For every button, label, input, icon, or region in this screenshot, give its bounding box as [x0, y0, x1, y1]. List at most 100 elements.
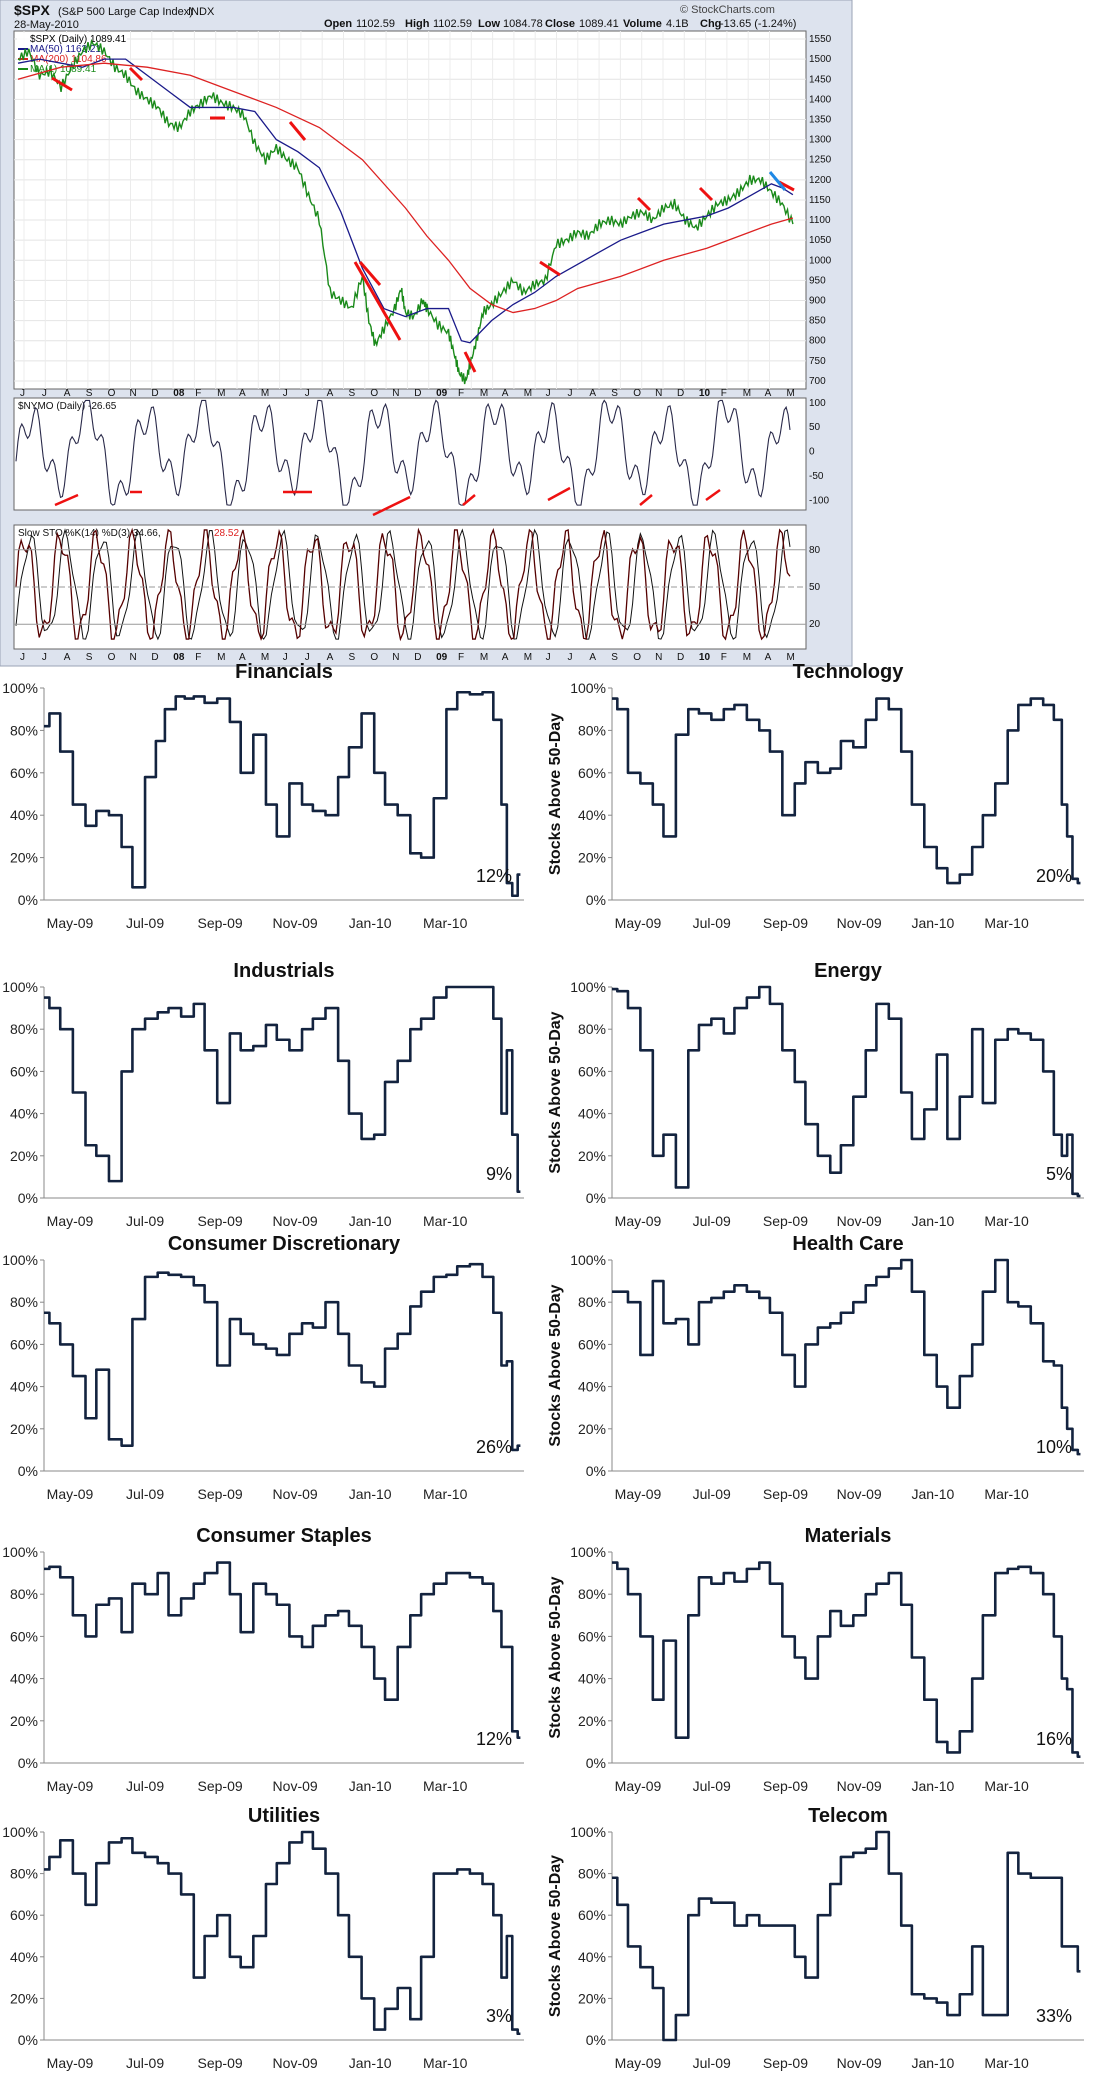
sector-y-tick-label: 60%: [578, 1907, 606, 1923]
sector-y-tick-label: 60%: [578, 1628, 606, 1644]
stockcharts-watermark: © StockCharts.com: [680, 4, 775, 16]
sector-x-tick-label: Jan-10: [911, 915, 954, 931]
sector-x-tick-label: Sep-09: [198, 2055, 243, 2071]
price-tick-label: 800: [809, 336, 826, 347]
sector-y-tick-label: 80%: [578, 1866, 606, 1882]
sector-y-tick-label: 60%: [10, 765, 38, 781]
sector-y-tick-label: 40%: [10, 1949, 38, 1965]
time-axis-label: F: [195, 388, 201, 399]
sector-y-tick-label: 20%: [578, 1421, 606, 1437]
sector-x-tick-label: Jan-10: [349, 1213, 392, 1229]
sector-x-tick-label: Nov-09: [837, 2055, 882, 2071]
time-axis-label: 09: [436, 388, 448, 399]
time-axis-label: A: [327, 652, 334, 663]
sector-y-tick-label: 20%: [10, 1713, 38, 1729]
sector-x-tick-label: Nov-09: [837, 1486, 882, 1502]
time-axis-label: N: [655, 652, 662, 663]
sector-x-tick-label: Mar-10: [984, 1486, 1029, 1502]
price-annotation-slash: [636, 196, 652, 212]
time-axis-label: J: [283, 388, 288, 399]
sector-x-tick-label: Sep-09: [763, 1213, 808, 1229]
sector-x-tick-label: Jan-10: [349, 1486, 392, 1502]
time-axis-label: M: [480, 652, 488, 663]
sector-title: Utilities: [248, 1805, 320, 1827]
time-axis-label: M: [524, 652, 532, 663]
price-tick-label: 950: [809, 275, 826, 286]
sector-x-tick-label: Mar-10: [984, 1213, 1029, 1229]
time-axis-label: O: [633, 388, 641, 399]
time-axis-label: J: [42, 388, 47, 399]
sector-y-tick-label: 60%: [578, 1063, 606, 1079]
price-tick-label: 1500: [809, 54, 832, 65]
time-axis-label: O: [370, 652, 378, 663]
sector-x-tick-label: Nov-09: [273, 2055, 318, 2071]
sector-x-tick-label: Jul-09: [693, 2055, 731, 2071]
sector-x-tick-label: Jan-10: [349, 1778, 392, 1794]
sector-y-tick-label: 20%: [10, 1421, 38, 1437]
sector-panel-financials: Financials 0% 20% 40% 60% 80% 100% May-09 Jul-09…: [2, 661, 524, 931]
time-axis-label: M: [743, 388, 751, 399]
sector-y-tick-label: 0%: [586, 2032, 606, 2048]
price-annotation-slash: [358, 261, 382, 286]
time-axis-label: S: [86, 388, 93, 399]
time-axis-label: O: [108, 652, 116, 663]
time-axis-label: 08: [173, 652, 185, 663]
sector-x-tick-label: Jan-10: [911, 1778, 954, 1794]
sector-panel-health-care: Health Care 0% 20% 40% 60% 80% 100% May-09 Jul-0…: [547, 1233, 1084, 1502]
time-axis-label: J: [20, 388, 25, 399]
time-axis-label: J: [283, 652, 288, 663]
price-tick-label: 1100: [809, 215, 831, 226]
sector-title: Technology: [793, 661, 905, 683]
time-axis-label: 08: [173, 388, 185, 399]
volume-label: Volume: [623, 18, 662, 30]
time-axis-label: J: [568, 388, 573, 399]
time-axis-label: F: [721, 652, 727, 663]
sector-panel-energy: Energy 0% 20% 40% 60% 80% 100% May-09 Jul-09 Sep-…: [547, 960, 1084, 1229]
time-axis-label: S: [349, 388, 356, 399]
sector-x-tick-label: May-09: [47, 915, 94, 931]
sto-label: Slow STO %K(14) %D(3) 34.66,: [18, 528, 161, 539]
sector-annotation: 12%: [476, 1729, 512, 1749]
sector-y-tick-label: 100%: [2, 1544, 38, 1560]
sector-x-tick-label: Jul-09: [126, 1778, 164, 1794]
price-panel: [13, 30, 807, 390]
sector-x-tick-label: Jul-09: [126, 1213, 164, 1229]
time-axis-label: S: [86, 652, 93, 663]
nymo-annotation-slash: [372, 495, 411, 517]
nymo-tick-label: -100: [809, 495, 829, 506]
sector-title: Financials: [235, 661, 333, 683]
sector-y-tick-label: 0%: [18, 1190, 38, 1206]
sector-x-tick-label: Jan-10: [911, 2055, 954, 2071]
price-annotation-blue: [768, 171, 787, 191]
sector-x-tick-label: Jul-09: [126, 1486, 164, 1502]
sector-x-tick-label: Jan-10: [911, 1486, 954, 1502]
sector-panel-telecom: Telecom 0% 20% 40% 60% 80% 100% May-09 Jul-09 Sep…: [547, 1805, 1084, 2071]
sector-panel-materials: Materials 0% 20% 40% 60% 80% 100% May-09 Jul-09 S…: [547, 1525, 1084, 1794]
sector-y-tick-label: 100%: [570, 1824, 606, 1840]
nymo-annotation-slash: [54, 493, 79, 507]
time-axis-label: A: [502, 388, 509, 399]
sector-line: [612, 1561, 1081, 1758]
sector-y-tick-label: 40%: [578, 1949, 606, 1965]
sector-y-tick-label: 100%: [2, 1252, 38, 1268]
sector-y-tick-label: 100%: [570, 1544, 606, 1560]
price-annotation-slash: [778, 180, 795, 192]
sector-x-tick-label: Mar-10: [423, 2055, 468, 2071]
sector-y-tick-label: 20%: [578, 1990, 606, 2006]
legend-ma200: MA(200) 1104.86: [30, 54, 107, 65]
sector-panel-consumer-staples: Consumer Staples 0% 20% 40% 60% 80% 100% May-09…: [2, 1525, 524, 1794]
sector-y-tick-label: 0%: [18, 892, 38, 908]
time-axis-label: M: [217, 388, 225, 399]
sector-annotation: 10%: [1036, 1437, 1072, 1457]
time-axis-label: N: [130, 388, 137, 399]
high-value: 1102.59: [433, 18, 472, 30]
time-axis-label: A: [239, 388, 246, 399]
sector-y-tick-label: 100%: [570, 979, 606, 995]
sector-x-tick-label: Sep-09: [763, 1778, 808, 1794]
sector-annotation: 16%: [1036, 1729, 1072, 1749]
time-axis-label: A: [589, 388, 596, 399]
chg-label: Chg: [700, 18, 721, 30]
price-tick-label: 1000: [809, 255, 832, 266]
sector-y-tick-label: 80%: [10, 1294, 38, 1310]
price-tick-label: 1400: [809, 94, 832, 105]
